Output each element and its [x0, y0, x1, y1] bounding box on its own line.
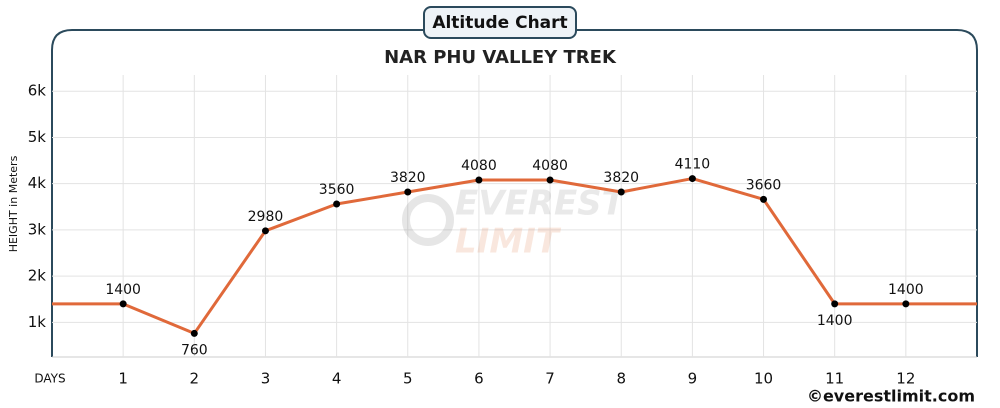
data-point — [902, 300, 910, 308]
data-point — [688, 175, 696, 183]
value-label: 1400 — [817, 313, 853, 329]
badge-box — [423, 6, 577, 39]
watermark-text: LIMIT — [455, 222, 562, 262]
watermark: EVEREST LIMIT — [402, 184, 628, 262]
x-tick-label: 10 — [754, 370, 773, 388]
value-label: 3820 — [603, 170, 639, 186]
data-point — [831, 300, 839, 308]
y-tick-label: 3k — [28, 220, 47, 238]
y-axis-label: HEIGHT in Meters — [7, 155, 20, 252]
x-tick-label: 6 — [474, 370, 484, 388]
value-label: 4080 — [532, 158, 568, 174]
watermark-text: EVEREST — [455, 184, 628, 224]
x-tick-label: 5 — [403, 370, 413, 388]
x-tick-label: 9 — [688, 370, 698, 388]
x-tick-label: 11 — [825, 370, 844, 388]
data-point — [119, 300, 127, 308]
y-tick-label: 2k — [28, 267, 47, 285]
data-point — [190, 329, 198, 337]
y-tick-label: 4k — [28, 174, 47, 192]
footer: ©everestlimit.com — [807, 387, 975, 406]
value-label: 1400 — [888, 282, 924, 298]
x-tick-label: 3 — [261, 370, 271, 388]
watermark-logo — [402, 194, 454, 246]
data-point — [333, 200, 341, 208]
x-axis-label: DAYS — [34, 372, 65, 386]
value-label: 2980 — [248, 209, 284, 225]
badge: Altitude Chart — [432, 13, 567, 33]
value-label: 760 — [181, 342, 208, 358]
data-point — [546, 176, 554, 184]
value-label: 4110 — [675, 157, 711, 173]
y-tick-label: 6k — [28, 82, 47, 100]
value-label: 1400 — [105, 282, 141, 298]
x-tick-label: 12 — [896, 370, 915, 388]
data-point — [475, 176, 483, 184]
x-tick-label: 4 — [332, 370, 342, 388]
value-label: 3660 — [746, 177, 782, 193]
series-line — [122, 177, 906, 335]
data-point — [760, 195, 768, 203]
x-tick-label: 7 — [545, 370, 555, 388]
data-point — [404, 188, 412, 196]
x-tick-label: 2 — [190, 370, 200, 388]
value-label: 3820 — [390, 170, 426, 186]
y-tick-label: 5k — [28, 128, 47, 146]
x-tick-label: 1 — [118, 370, 128, 388]
value-label: 3560 — [319, 182, 355, 198]
y-tick-label: 1k — [28, 313, 47, 331]
data-point — [261, 227, 269, 235]
value-label: 4080 — [461, 158, 497, 174]
x-tick-label: 8 — [616, 370, 626, 388]
data-point — [617, 188, 625, 196]
chart-title: NAR PHU VALLEY TREK — [384, 47, 617, 68]
